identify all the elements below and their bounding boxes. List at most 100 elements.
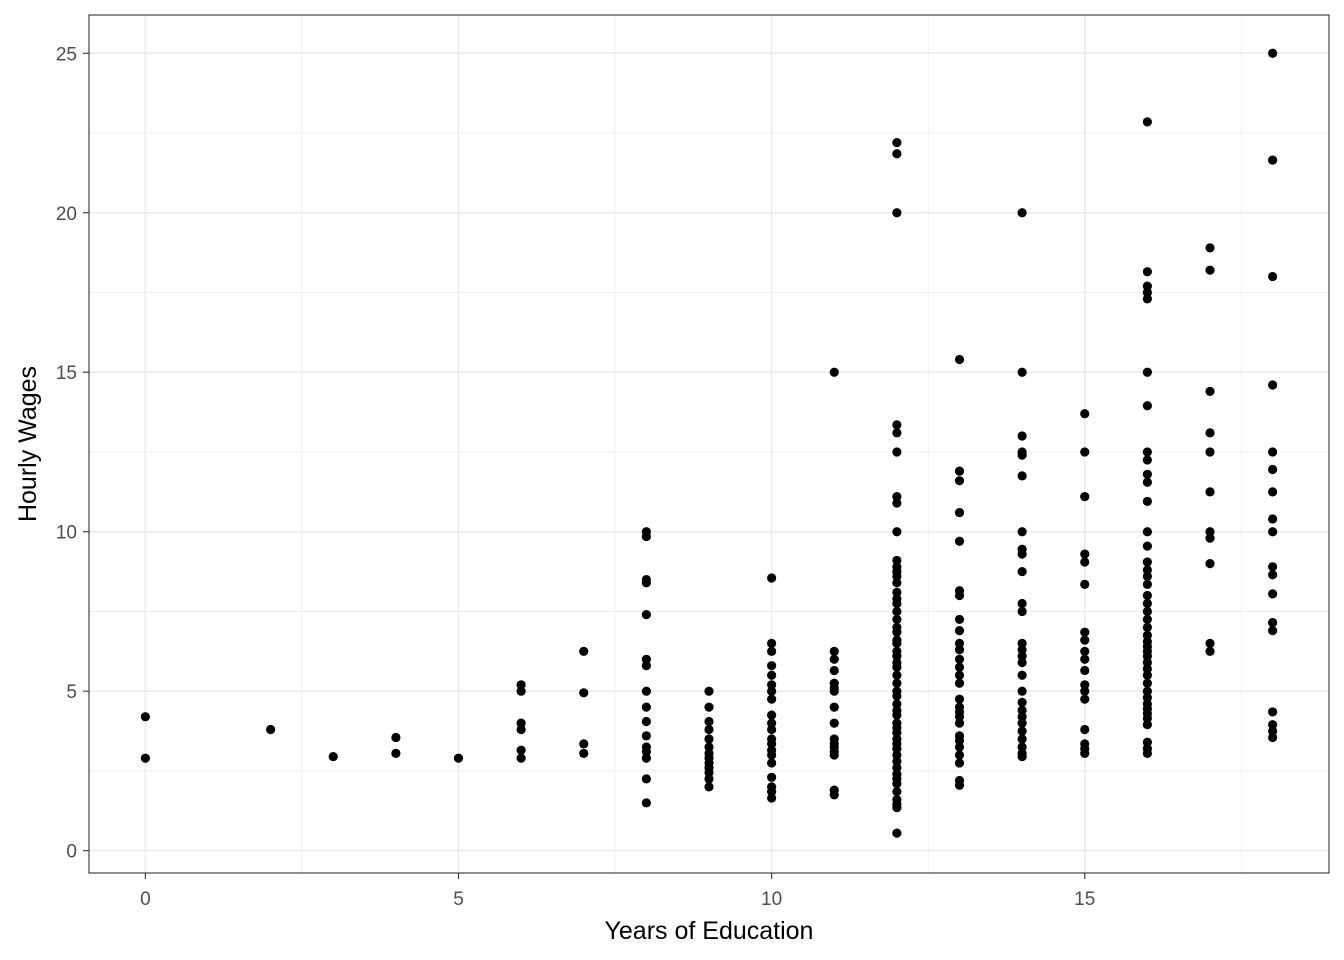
data-point [892, 208, 902, 218]
data-point [1017, 734, 1027, 744]
y-tick-label: 5 [66, 682, 77, 703]
data-point [1142, 565, 1152, 575]
data-point [1142, 720, 1152, 730]
data-point [954, 670, 965, 680]
data-point [1142, 557, 1152, 567]
data-point [1080, 724, 1090, 735]
data-point [1017, 712, 1027, 722]
data-point [1017, 367, 1027, 377]
data-point [1017, 606, 1027, 617]
data-point [1142, 630, 1152, 640]
data-point [704, 716, 714, 727]
data-point [767, 758, 777, 768]
data-point [892, 779, 902, 789]
data-point [1205, 487, 1215, 497]
data-point [1205, 646, 1215, 656]
data-point [892, 627, 902, 637]
data-point [1142, 737, 1152, 747]
data-point [1017, 742, 1027, 752]
data-point [1142, 367, 1152, 377]
data-point [140, 712, 150, 722]
data-point [767, 772, 777, 782]
data-point [1142, 692, 1152, 703]
data-point [1268, 514, 1278, 524]
data-point [1017, 718, 1027, 728]
data-point [704, 686, 714, 696]
data-point [1142, 590, 1152, 601]
data-point [516, 718, 526, 728]
data-point [892, 598, 902, 609]
data-point [1080, 549, 1090, 559]
data-point [1268, 271, 1278, 282]
data-point [641, 747, 651, 757]
data-point [954, 678, 965, 688]
data-point [954, 614, 965, 625]
data-point [641, 753, 651, 763]
data-point [1017, 697, 1027, 707]
y-axis-title: Hourly Wages [14, 366, 42, 522]
data-point [641, 578, 651, 588]
data-point [1268, 732, 1278, 743]
y-tick-label: 0 [66, 842, 77, 863]
data-point [579, 688, 589, 698]
data-point [1017, 527, 1027, 537]
data-point [767, 750, 777, 760]
data-point [829, 790, 839, 800]
y-axis-tick-labels: 0 5 10 15 20 25 [56, 44, 77, 862]
x-axis-title: Years of Education [605, 917, 814, 945]
data-point [1268, 625, 1278, 636]
data-point [1080, 409, 1090, 419]
data-point [892, 606, 902, 617]
data-point [829, 646, 839, 656]
data-point [641, 531, 651, 542]
data-point [892, 614, 902, 625]
data-point [641, 661, 651, 671]
data-point [1268, 726, 1278, 736]
data-point [892, 149, 902, 159]
data-point [1017, 686, 1027, 696]
data-point [1142, 686, 1152, 696]
data-point [954, 742, 965, 752]
data-point [1142, 678, 1152, 688]
data-point [892, 699, 902, 709]
data-point [954, 625, 965, 636]
data-point [1080, 557, 1090, 567]
data-point [1268, 618, 1278, 628]
data-point [892, 691, 902, 701]
y-tick-label: 15 [56, 363, 77, 384]
y-tick-label: 20 [56, 204, 77, 225]
data-point [1142, 469, 1152, 479]
data-point [641, 774, 651, 784]
data-point [892, 420, 902, 430]
data-point [1205, 386, 1215, 396]
data-point [767, 793, 777, 803]
data-point [1142, 267, 1152, 277]
data-point [266, 724, 276, 735]
data-point [892, 750, 902, 760]
data-point [704, 742, 714, 752]
data-point [829, 367, 839, 377]
data-point [954, 354, 965, 365]
data-point [1142, 657, 1152, 668]
data-point [954, 694, 965, 704]
data-point [579, 748, 589, 758]
data-point [1080, 694, 1090, 704]
data-point [892, 787, 902, 797]
data-point [1142, 477, 1152, 487]
data-point [1205, 638, 1215, 648]
data-point [954, 590, 965, 601]
data-point [892, 498, 902, 508]
x-tick-label: 5 [453, 889, 464, 910]
data-point [641, 731, 651, 741]
data-point [1017, 598, 1027, 609]
data-point [954, 718, 965, 728]
data-point [641, 686, 651, 696]
data-point [516, 724, 526, 735]
data-point [704, 774, 714, 784]
data-point [954, 536, 965, 546]
data-point [1142, 287, 1152, 298]
data-point [1080, 646, 1090, 656]
data-point [516, 680, 526, 690]
data-point [391, 732, 401, 743]
data-point [1142, 748, 1152, 758]
